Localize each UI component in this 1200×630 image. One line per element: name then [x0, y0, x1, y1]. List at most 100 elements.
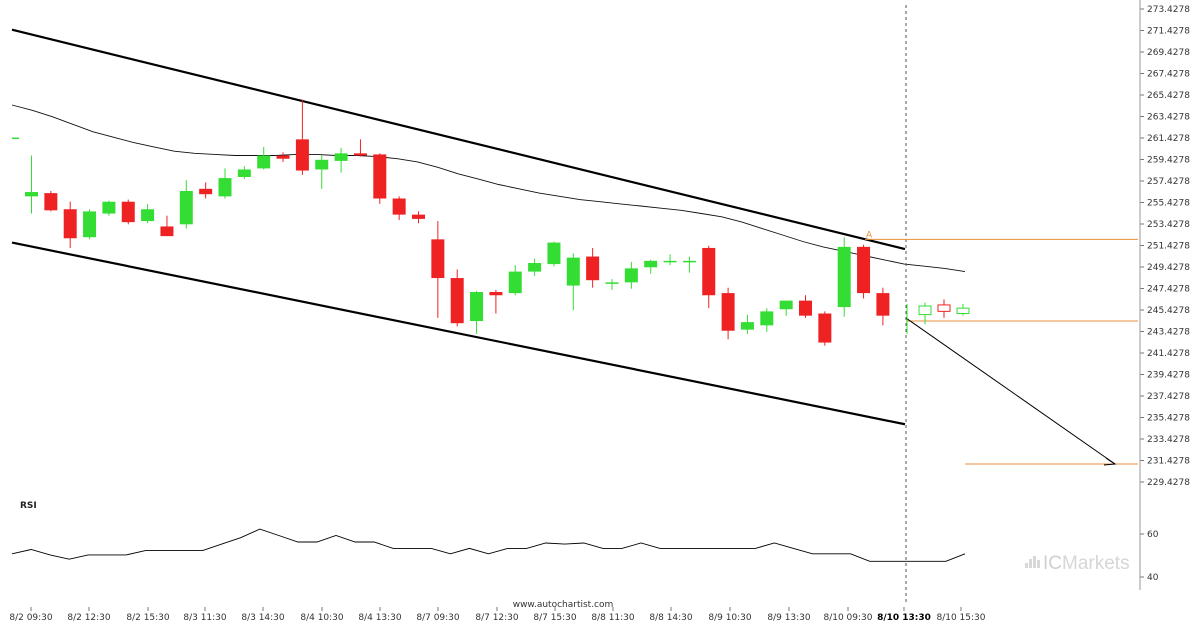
- candle-body: [818, 313, 832, 343]
- x-tick-label: 8/9 13:30: [767, 613, 811, 623]
- rsi-panel: 60 40: [11, 528, 1159, 583]
- brand-bar: [1033, 556, 1036, 568]
- candle-body: [237, 169, 251, 177]
- rsi-tick-label: 40: [1147, 573, 1159, 583]
- x-tick-label: 8/10 15:30: [936, 613, 985, 623]
- y-tick-label: 233.4278: [1147, 435, 1190, 445]
- x-tick-label: 8/4 10:30: [300, 613, 344, 623]
- y-axis: 273.4278 271.4278 269.4278 267.4278 265.4278…: [1139, 0, 1190, 590]
- candle-body: [295, 139, 309, 171]
- y-tick-label: 239.4278: [1147, 371, 1190, 381]
- candle-body: [624, 268, 638, 283]
- candle-body: [566, 257, 580, 286]
- x-tick-label: 8/7 12:30: [475, 613, 519, 623]
- y-tick-label: 259.4278: [1147, 156, 1190, 166]
- candle-body: [315, 159, 329, 170]
- brand-text: ICMarkets: [1043, 553, 1130, 574]
- projection-candle-body: [956, 307, 970, 315]
- candle-body: [141, 209, 155, 222]
- candle-body: [353, 153, 367, 156]
- candle-body: [682, 260, 696, 263]
- y-tick-label: 247.4278: [1147, 285, 1190, 295]
- candle-body: [83, 211, 97, 238]
- candle-body: [857, 246, 871, 294]
- x-tick-label: 8/8 11:30: [591, 613, 635, 623]
- brand-logo: [1025, 556, 1040, 568]
- candle-body: [450, 278, 464, 324]
- candle-body: [508, 271, 522, 294]
- y-tick-label: 261.4278: [1147, 134, 1190, 144]
- candle-body: [218, 178, 232, 197]
- projection-group: [906, 299, 970, 334]
- candle-body: [121, 201, 135, 223]
- candle-body: [25, 192, 38, 197]
- candle-body: [760, 311, 774, 326]
- projection-candle-body: [937, 304, 951, 312]
- candle-body: [721, 293, 735, 331]
- candle-body: [876, 293, 890, 316]
- candle-body: [547, 242, 561, 265]
- candle-body: [276, 155, 290, 159]
- candle-body: [740, 322, 754, 330]
- moving-average-group: [11, 104, 966, 273]
- y-tick-label: 229.4278: [1147, 478, 1190, 488]
- y-tick-label: 255.4278: [1147, 199, 1190, 209]
- x-tick-label: 8/2 15:30: [126, 613, 170, 623]
- x-tick-label: 8/3 11:30: [183, 613, 227, 623]
- brand-ic: IC: [1043, 553, 1062, 574]
- candle-body: [470, 292, 484, 322]
- x-tick-label: 8/7 15:30: [533, 613, 577, 623]
- x-tick-label: 8/2 09:30: [9, 613, 53, 623]
- brand-markets: Markets: [1062, 553, 1130, 574]
- x-tick-label: 8/8 14:30: [649, 613, 693, 623]
- candle-body: [431, 239, 445, 279]
- y-tick-label: 269.4278: [1147, 48, 1190, 58]
- candle-body: [702, 247, 716, 296]
- x-tick-label: 8/4 13:30: [358, 613, 402, 623]
- y-tick-label: 245.4278: [1147, 306, 1190, 316]
- candle-body: [412, 214, 425, 219]
- y-tick-label: 231.4278: [1147, 457, 1190, 467]
- y-tick-label: 243.4278: [1147, 328, 1190, 338]
- projection-arrow-line: [905, 317, 1116, 465]
- channel-lower-line: [11, 241, 906, 426]
- x-tick-label: 8/7 09:30: [416, 613, 460, 623]
- candle-body: [663, 260, 677, 263]
- candle-body: [334, 153, 348, 161]
- channel-group: [11, 28, 906, 426]
- x-tick-label: 8/9 10:30: [708, 613, 752, 623]
- y-tick-label: 263.4278: [1147, 113, 1190, 123]
- candle-body: [102, 201, 116, 214]
- y-tick-label: 235.4278: [1147, 414, 1190, 424]
- candle-body: [489, 292, 503, 296]
- candle-body: [644, 260, 658, 268]
- x-axis: 8/2 09:30 8/2 12:30 8/2 15:30 8/3 11:30 8/3 …: [9, 607, 986, 623]
- candle-body: [779, 300, 793, 310]
- candle-body: [179, 190, 193, 225]
- candle-body: [799, 300, 812, 316]
- x-tick-label: 8/2 12:30: [67, 613, 111, 623]
- rsi-line: [11, 528, 966, 562]
- candle-body: [44, 193, 58, 211]
- candle-body: [605, 282, 619, 284]
- candle-body: [373, 154, 387, 199]
- pattern-marker-a: A: [866, 230, 873, 240]
- levels-group: A: [865, 5, 1138, 605]
- y-tick-label: 273.4278: [1147, 5, 1190, 15]
- candle-body: [257, 155, 271, 169]
- y-tick-label: 237.4278: [1147, 392, 1190, 402]
- y-tick-label: 251.4278: [1147, 242, 1190, 252]
- brand-bar: [1025, 563, 1028, 568]
- x-tick-label: 8/10 09:30: [823, 613, 872, 623]
- credit-text: www.autochartist.com: [513, 600, 614, 610]
- projection-candle-body: [918, 305, 932, 316]
- candle-body: [586, 256, 600, 281]
- y-tick-label: 271.4278: [1147, 27, 1190, 37]
- candle-body: [837, 246, 851, 308]
- candles-group: [25, 99, 890, 346]
- candle-body: [63, 209, 77, 239]
- channel-upper-line: [11, 28, 906, 251]
- projection-arrow-head: [1103, 457, 1117, 466]
